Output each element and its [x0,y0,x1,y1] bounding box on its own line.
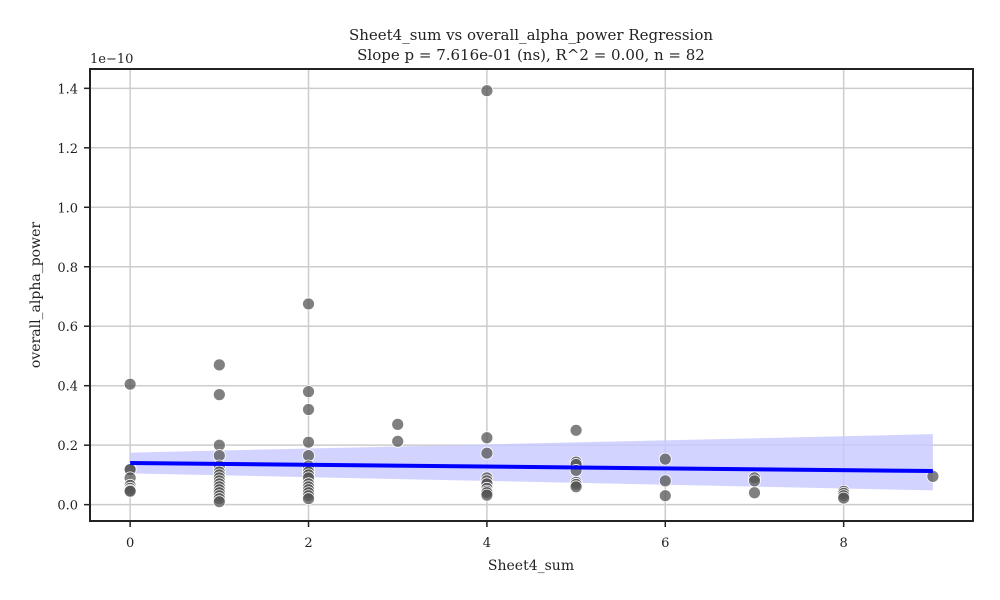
x-tick-label: 2 [304,536,312,551]
y-tick-label: 0.6 [57,320,78,335]
y-tick-label: 0.2 [57,439,78,454]
data-point [480,84,494,98]
data-point [658,474,672,488]
data-point [212,495,226,509]
data-point [480,431,494,445]
data-point [302,492,315,506]
y-tick-label: 1.2 [57,142,78,157]
data-point [391,434,405,448]
x-tick-label: 6 [661,536,669,551]
y-axis-label: overall_alpha_power [28,222,44,368]
data-point [123,377,137,391]
y-offset-label: 1e−10 [90,52,133,67]
data-point [480,488,494,502]
x-axis-label: Sheet4_sum [488,558,574,574]
data-point [212,358,226,372]
data-point [302,385,315,399]
grid-lines [90,69,973,521]
data-point [480,446,494,460]
data-point [748,474,761,488]
y-tick-label: 1.0 [57,201,78,216]
data-point [569,423,583,437]
y-tick-label: 0.4 [57,380,78,395]
chart-subtitle: Slope p = 7.616e-01 (ns), R^2 = 0.00, n … [357,46,705,64]
x-tick-label: 0 [126,536,134,551]
data-point [123,484,137,498]
data-point [302,435,315,449]
x-tick-label: 8 [840,536,848,551]
regression-line [130,461,933,474]
data-point [569,480,583,494]
data-point [748,486,761,500]
plot-frame [89,68,974,522]
data-point [391,417,405,431]
y-tick-label: 0.8 [57,261,78,276]
data-point [658,489,672,503]
x-tick-label: 4 [483,536,491,551]
confidence-band [130,434,933,491]
data-point [658,452,672,466]
y-tick-label: 1.4 [57,82,78,97]
chart-title: Sheet4_sum vs overall_alpha_power Regres… [349,26,713,44]
y-tick-label: 0.0 [57,499,78,514]
data-point [302,403,315,416]
data-point [212,388,226,402]
data-point [302,297,315,311]
axis-ticks: 0 2 4 6 8 0.0 0.2 0.4 0.6 0.8 1.0 1.2 1.4 [57,82,847,551]
data-point [837,491,851,505]
